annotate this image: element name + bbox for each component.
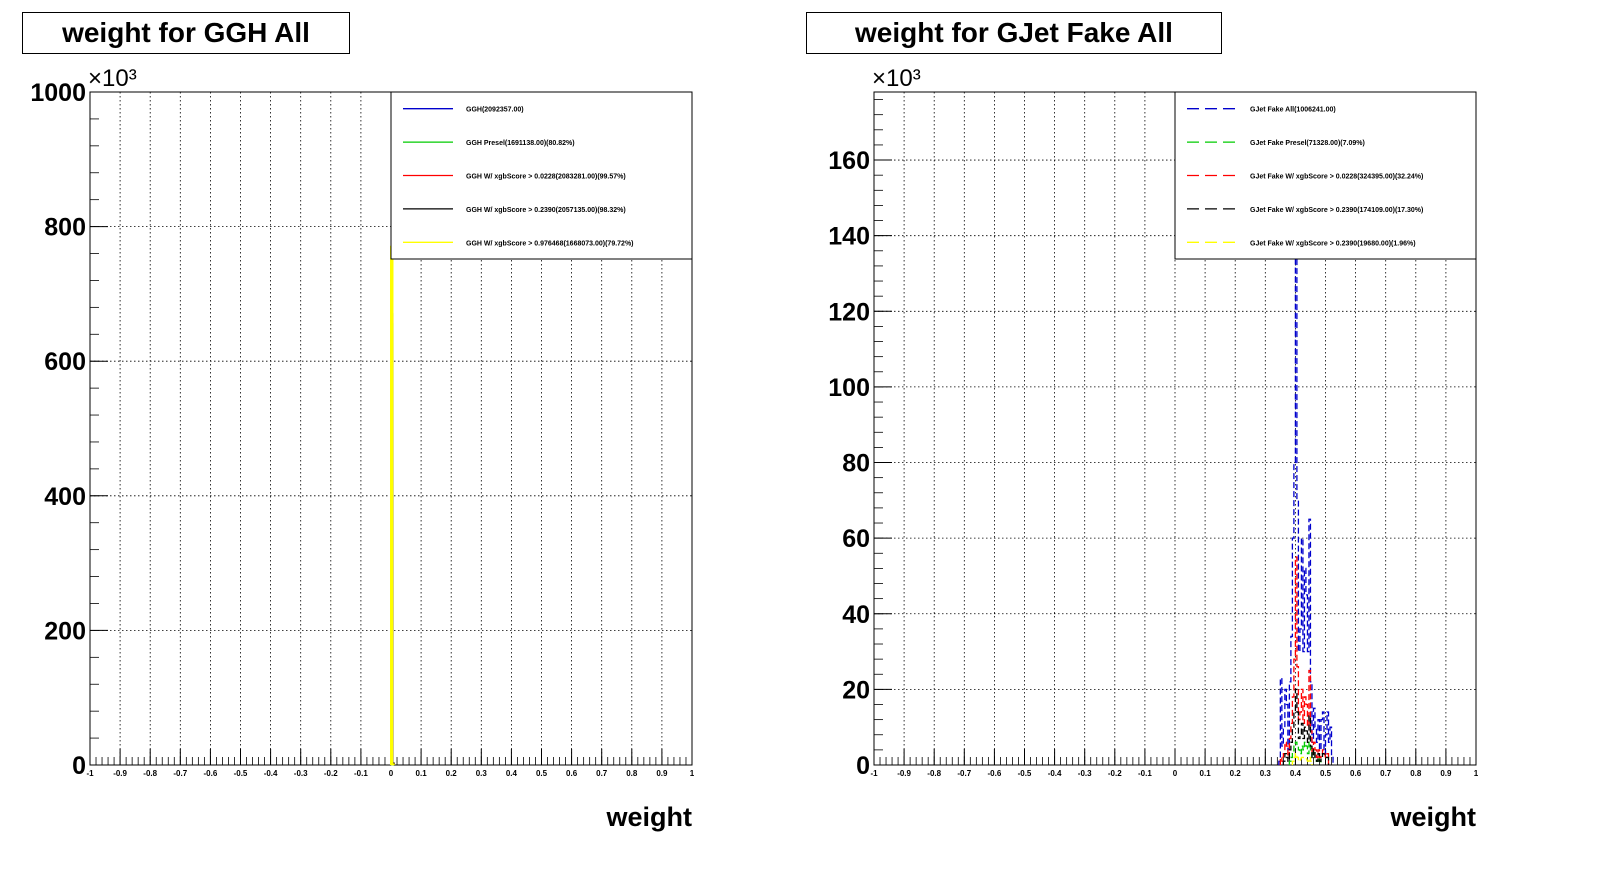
x-tick-label: -0.9 (897, 769, 911, 778)
x-tick-label: 0.8 (1410, 769, 1422, 778)
legend-entry-label: GGH W/ xgbScore > 0.976468(1668073.00)(7… (466, 240, 634, 247)
histogram-line (1291, 753, 1313, 765)
x-tick-label: 0.4 (506, 769, 518, 778)
chart-1: -1 -0.9 -0.8 -0.7 -0.6 -0.5 -0.4 -0.3 -0.2 -0.1 0 0… (30, 65, 694, 832)
x-tick-label: -0.3 (1078, 769, 1092, 778)
legend-entry-label: GJet Fake Presel(71328.00)(7.09%) (1250, 140, 1365, 147)
x-tick-label: 0 (1173, 769, 1178, 778)
x-tick-label: 0 (389, 769, 394, 778)
x-tick-label: 0.9 (656, 769, 668, 778)
chart-2-title: weight for GJet Fake All (806, 12, 1222, 54)
x-tick-label: -0.8 (927, 769, 941, 778)
legend-entry-label: GJet Fake W/ xgbScore > 0.0228(324395.00… (1250, 174, 1423, 181)
x-tick-label: 1 (690, 769, 695, 778)
x-tick-label: 0.9 (1440, 769, 1452, 778)
x-axis-label: weight (1390, 802, 1477, 832)
series-4 (1282, 688, 1330, 765)
chart-1-title: weight for GGH All (22, 12, 350, 54)
y-tick-label: 400 (44, 483, 86, 511)
legend: GGH(2092357.00) GGH Presel(1691138.00)(80… (390, 91, 693, 260)
legend-entry-label: GGH W/ xgbScore > 0.2390(2057135.00)(98.… (466, 207, 626, 214)
x-tick-label: -0.9 (113, 769, 127, 778)
y-multiplier-label: ×10³ (872, 65, 921, 92)
histogram-line (1278, 235, 1334, 765)
series-1 (1278, 235, 1334, 765)
x-tick-label: 0.6 (566, 769, 578, 778)
series-3 (1279, 556, 1330, 765)
series-2 (1288, 741, 1322, 765)
x-tick-label: 1 (1474, 769, 1479, 778)
chart-2: -1 -0.9 -0.8 -0.7 -0.6 -0.5 -0.4 -0.3 -0.2 -0.1 0 0… (828, 65, 1478, 832)
histogram-line (1282, 688, 1330, 765)
x-tick-label: -0.7 (957, 769, 971, 778)
histogram-line (1288, 741, 1322, 765)
x-tick-label: 0.2 (1230, 769, 1242, 778)
y-tick-label: 0 (856, 752, 870, 780)
x-tick-label: 0.8 (626, 769, 638, 778)
y-tick-label: 100 (828, 374, 870, 402)
legend-entry-label: GJet Fake W/ xgbScore > 0.2390(174109.00… (1250, 207, 1423, 214)
y-tick-label: 160 (828, 147, 870, 175)
y-tick-label: 120 (828, 298, 870, 326)
x-tick-label: -0.7 (173, 769, 187, 778)
legend-entry-label: GGH W/ xgbScore > 0.0228(2083281.00)(99.… (466, 174, 626, 181)
x-tick-label: -0.4 (264, 769, 278, 778)
x-tick-label: -0.5 (1018, 769, 1032, 778)
y-tick-label: 600 (44, 348, 86, 376)
y-tick-label: 0 (72, 752, 86, 780)
y-tick-label: 200 (44, 617, 86, 645)
x-tick-label: 0.5 (536, 769, 548, 778)
x-tick-label: 0.6 (1350, 769, 1362, 778)
x-tick-label: -0.6 (204, 769, 218, 778)
x-tick-label: -0.6 (988, 769, 1002, 778)
x-tick-label: -0.2 (324, 769, 338, 778)
x-tick-label: -0.3 (294, 769, 308, 778)
x-tick-label: 0.3 (1260, 769, 1272, 778)
x-tick-label: -0.8 (143, 769, 157, 778)
x-tick-label: -1 (870, 769, 878, 778)
x-tick-label: 0.1 (1200, 769, 1212, 778)
x-tick-label: -0.1 (1138, 769, 1152, 778)
histogram-line (1279, 556, 1330, 765)
x-tick-label: 0.1 (416, 769, 428, 778)
series-5 (390, 245, 395, 766)
series-5 (1291, 753, 1313, 765)
x-tick-label: 0.2 (446, 769, 458, 778)
x-tick-label: -0.5 (234, 769, 248, 778)
x-tick-label: 0.5 (1320, 769, 1332, 778)
legend-entry-label: GJet Fake All(1006241.00) (1250, 107, 1336, 114)
y-multiplier-label: ×10³ (88, 65, 137, 92)
y-tick-label: 800 (44, 214, 86, 242)
x-tick-label: -0.4 (1048, 769, 1062, 778)
legend-entry-label: GJet Fake W/ xgbScore > 0.2390(19680.00)… (1250, 240, 1416, 247)
x-tick-label: -0.1 (354, 769, 368, 778)
x-axis-label: weight (606, 802, 693, 832)
x-tick-label: 0.3 (476, 769, 488, 778)
x-tick-label: 0.7 (1380, 769, 1392, 778)
legend-entry-label: GGH(2092357.00) (466, 107, 524, 114)
legend-entry-label: GGH Presel(1691138.00)(80.82%) (466, 140, 575, 147)
x-tick-label: 0.4 (1290, 769, 1302, 778)
x-tick-label: -1 (86, 769, 94, 778)
x-tick-label: -0.2 (1108, 769, 1122, 778)
y-tick-label: 20 (842, 676, 870, 704)
histogram-line (390, 245, 395, 766)
y-tick-label: 40 (842, 601, 870, 629)
legend: GJet Fake All(1006241.00) GJet Fake Prese… (1174, 91, 1477, 260)
y-tick-label: 80 (842, 450, 870, 478)
x-tick-label: 0.7 (596, 769, 608, 778)
y-tick-label: 60 (842, 525, 870, 553)
y-tick-label: 140 (828, 223, 870, 251)
y-tick-label: 1000 (30, 79, 86, 107)
